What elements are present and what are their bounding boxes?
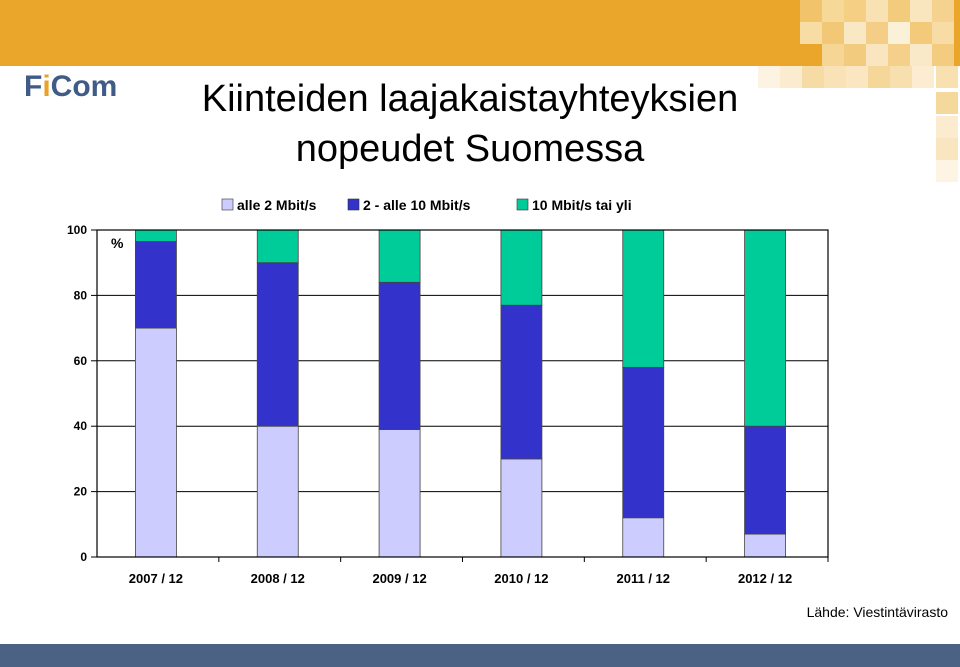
x-tick-label: 2009 / 12 bbox=[372, 571, 426, 586]
legend-label: 2 - alle 10 Mbit/s bbox=[363, 197, 471, 213]
mosaic-tile bbox=[846, 66, 868, 88]
title-line-1: Kiinteiden laajakaistayhteyksien bbox=[201, 78, 739, 120]
bar-segment bbox=[256, 229, 299, 264]
bar-segment bbox=[622, 366, 665, 519]
bar-segment bbox=[135, 229, 177, 242]
y-tick-label: 40 bbox=[74, 419, 88, 433]
mosaic-tile bbox=[912, 66, 934, 88]
mosaic-tile bbox=[936, 66, 958, 88]
y-tick-label: 20 bbox=[74, 485, 88, 499]
mosaic-tile bbox=[844, 44, 866, 66]
mosaic-tile bbox=[822, 44, 844, 66]
mosaic-tile bbox=[888, 44, 910, 66]
mosaic-tile bbox=[868, 66, 890, 88]
mosaic-tile bbox=[780, 66, 802, 88]
mosaic-tile bbox=[936, 116, 958, 138]
logo-i: i bbox=[42, 70, 51, 103]
mosaic-tile bbox=[936, 92, 958, 114]
mosaic-tile bbox=[910, 0, 932, 22]
source-note: Lähde: Viestintävirasto bbox=[806, 604, 948, 620]
mosaic-tile bbox=[890, 66, 912, 88]
legend-label: 10 Mbit/s tai yli bbox=[532, 197, 632, 213]
mosaic-tile bbox=[822, 22, 844, 44]
x-tick-label: 2011 / 12 bbox=[617, 571, 671, 586]
bar-segment bbox=[378, 229, 421, 283]
mosaic-tile bbox=[932, 44, 954, 66]
mosaic-tile bbox=[910, 22, 932, 44]
mosaic-tile bbox=[910, 44, 932, 66]
mosaic-tile bbox=[802, 66, 824, 88]
bar-segment bbox=[744, 533, 786, 558]
chart-legend: alle 2 Mbit/s 2 - alle 10 Mbit/s 10 Mbit/s… bbox=[221, 197, 632, 213]
bar-segment bbox=[256, 262, 299, 427]
legend-swatch bbox=[221, 198, 234, 211]
chart-axes bbox=[96, 229, 829, 558]
x-tick-label: 2012 / 12 bbox=[738, 571, 792, 586]
mosaic-tile bbox=[758, 66, 780, 88]
bar-segment bbox=[378, 429, 421, 558]
mosaic-tile bbox=[936, 138, 958, 160]
mosaic-tile bbox=[824, 66, 846, 88]
chart-bars: 2007 / 12 2008 / 12 2009 / 12 2010 / 12 2011… bbox=[129, 229, 829, 586]
x-tick-label: 2008 / 12 bbox=[251, 571, 305, 586]
mosaic-tile bbox=[932, 22, 954, 44]
plot-frame bbox=[96, 229, 829, 558]
mosaic-tile bbox=[822, 0, 844, 22]
mosaic-tile bbox=[866, 44, 888, 66]
legend-label: alle 2 Mbit/s bbox=[237, 197, 317, 213]
bar-segment bbox=[500, 304, 543, 460]
mosaic-tile bbox=[888, 0, 910, 22]
legend-swatch bbox=[347, 198, 360, 211]
ficom-logo: FiCom bbox=[24, 70, 117, 104]
bar-segment bbox=[500, 458, 543, 558]
x-tick-label: 2007 / 12 bbox=[129, 571, 183, 586]
mosaic-tile bbox=[888, 22, 910, 44]
decorative-mosaic bbox=[758, 0, 958, 182]
bar-segment bbox=[135, 327, 177, 558]
mosaic-tile bbox=[866, 0, 888, 22]
mosaic-tile bbox=[800, 22, 822, 44]
mosaic-tile bbox=[844, 22, 866, 44]
bar-segment bbox=[500, 229, 543, 306]
logo-f: F bbox=[24, 70, 43, 103]
mosaic-tile bbox=[932, 0, 954, 22]
y-tick-label: 80 bbox=[74, 288, 88, 302]
logo-com: Com bbox=[50, 70, 118, 103]
bar-segment bbox=[378, 281, 421, 430]
y-tick-label: 100 bbox=[67, 223, 87, 237]
x-tick-label: 2010 / 12 bbox=[494, 571, 548, 586]
bar-segment bbox=[622, 517, 665, 558]
title-line-2: nopeudet Suomessa bbox=[295, 128, 645, 170]
chart-grid: 0 20 40 60 80 100% bbox=[67, 223, 828, 564]
bottom-banner bbox=[0, 644, 960, 667]
mosaic-tile bbox=[844, 0, 866, 22]
y-axis-label: % bbox=[111, 235, 124, 251]
bar-segment bbox=[622, 229, 665, 368]
mosaic-tile bbox=[800, 0, 822, 22]
legend-swatch bbox=[516, 198, 529, 211]
bar-segment bbox=[256, 425, 299, 558]
y-tick-label: 60 bbox=[74, 354, 88, 368]
y-tick-label: 0 bbox=[80, 550, 87, 564]
bar-segment bbox=[744, 425, 786, 535]
slide-title: Kiinteiden laajakaistayhteyksien nopeude… bbox=[100, 74, 840, 174]
bar-segment bbox=[744, 229, 786, 427]
mosaic-tile bbox=[866, 22, 888, 44]
bar-segment bbox=[135, 241, 177, 329]
mosaic-tile bbox=[936, 160, 958, 182]
